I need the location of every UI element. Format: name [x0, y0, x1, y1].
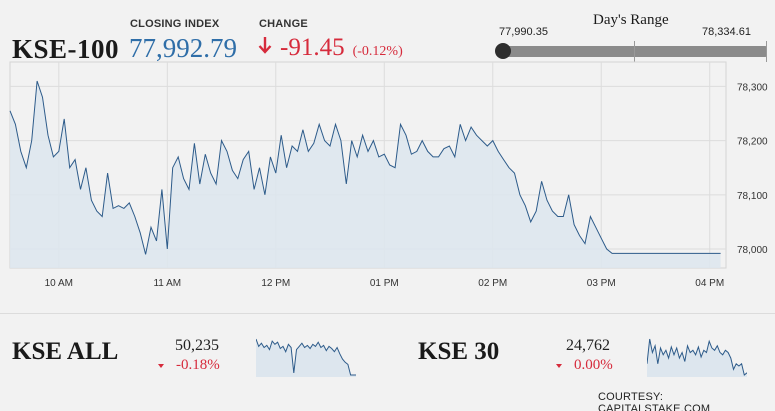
x-tick-label: 12 PM: [261, 278, 290, 289]
courtesy-credit: COURTESY: CAPITALSTAKE.COM: [598, 391, 711, 411]
closing-index-label: CLOSING INDEX: [130, 18, 220, 30]
small-arrow-down-icon: [556, 363, 562, 368]
closing-index-value: 77,992.79: [129, 33, 237, 63]
days-range-mid-tick: [634, 41, 635, 62]
y-tick-label: 78,200: [737, 137, 768, 148]
change-group: -91.45 (-0.12%): [258, 34, 403, 62]
days-range-knob: [495, 43, 511, 59]
x-tick-label: 03 PM: [587, 278, 616, 289]
kse30-change: 0.00%: [574, 357, 613, 373]
kse30-name: KSE 30: [418, 338, 500, 365]
x-tick-label: 01 PM: [370, 278, 399, 289]
x-tick-label: 11 AM: [153, 278, 181, 289]
y-tick-label: 78,300: [737, 82, 768, 93]
x-tick-label: 10 AM: [45, 278, 73, 289]
x-tick-label: 02 PM: [478, 278, 507, 289]
y-tick-label: 78,000: [737, 245, 768, 256]
kse30-value: 24,762: [566, 337, 610, 354]
kse100-intraday-chart: 78,000 78,100 78,200 78,300 10 AM 11 AM 12 PM 0…: [9, 61, 768, 289]
kse-all-value: 50,235: [175, 337, 219, 354]
kse-all-name: KSE ALL: [12, 338, 119, 365]
change-value: -91.45: [280, 34, 345, 61]
change-label: CHANGE: [259, 18, 308, 30]
series-line: [9, 80, 721, 255]
x-tick-label: 04 PM: [695, 278, 724, 289]
days-range-bar: [501, 41, 767, 62]
days-range-end-tick: [766, 41, 767, 62]
sparkline-line: [256, 338, 356, 376]
section-divider: [0, 313, 775, 314]
days-range-low: 77,990.35: [499, 26, 548, 38]
y-tick-label: 78,100: [737, 191, 768, 202]
series-area: [10, 81, 721, 268]
arrow-down-icon: [258, 37, 272, 54]
kse30-change-group: 0.00%: [556, 357, 613, 374]
days-range-high: 78,334.61: [702, 26, 751, 38]
small-arrow-down-icon: [158, 363, 164, 368]
days-range-title: Day's Range: [593, 12, 669, 28]
change-percent: (-0.12%): [352, 44, 403, 59]
sparkline-area: [647, 339, 747, 377]
index-name: KSE-100: [12, 34, 120, 64]
sparkline-line: [647, 338, 747, 376]
kse30-sparkline: [647, 338, 747, 377]
kse-all-change-group: -0.18%: [158, 357, 220, 374]
kse-all-change: -0.18%: [176, 357, 220, 373]
kse-all-sparkline: [256, 338, 356, 377]
